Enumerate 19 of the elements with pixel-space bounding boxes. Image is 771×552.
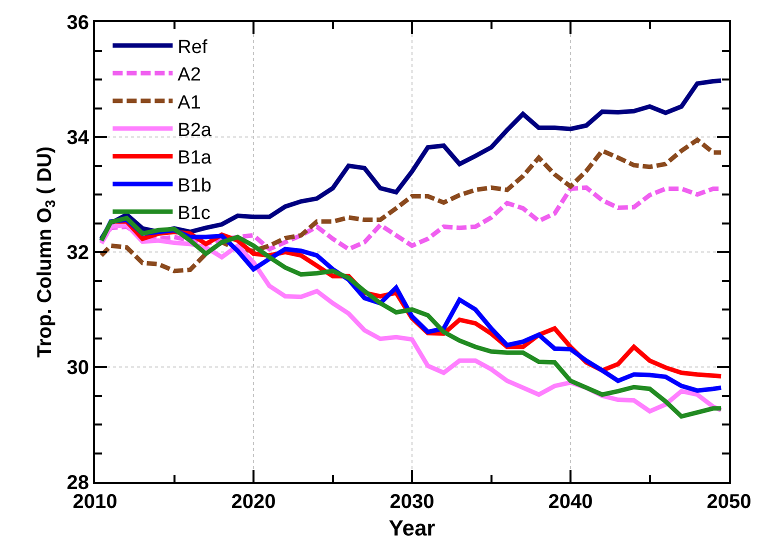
x-tick-label: 2010 [72,491,118,513]
x-tick-label: 2030 [390,491,434,513]
y-tick-label: 32 [66,242,89,264]
legend-label: A1 [178,92,201,114]
x-tick-label: 2040 [548,491,593,513]
x-tick-label: 2020 [231,491,276,513]
legend-label: B1c [178,203,210,224]
line-series [99,138,724,274]
legend-label: B1a [178,148,212,169]
legend-label: B1b [178,175,212,196]
y-tick-label: 30 [66,357,89,379]
x-tick-label: 2050 [706,491,752,513]
legend-label: A2 [178,64,201,86]
legend-label: Ref [178,36,208,58]
y-tick-label: 36 [66,12,89,34]
y-tick-label: 34 [66,127,90,149]
legend-label: B2a [178,120,212,141]
x-axis-title: Year [388,515,436,540]
y-tick-label: 28 [66,472,89,494]
